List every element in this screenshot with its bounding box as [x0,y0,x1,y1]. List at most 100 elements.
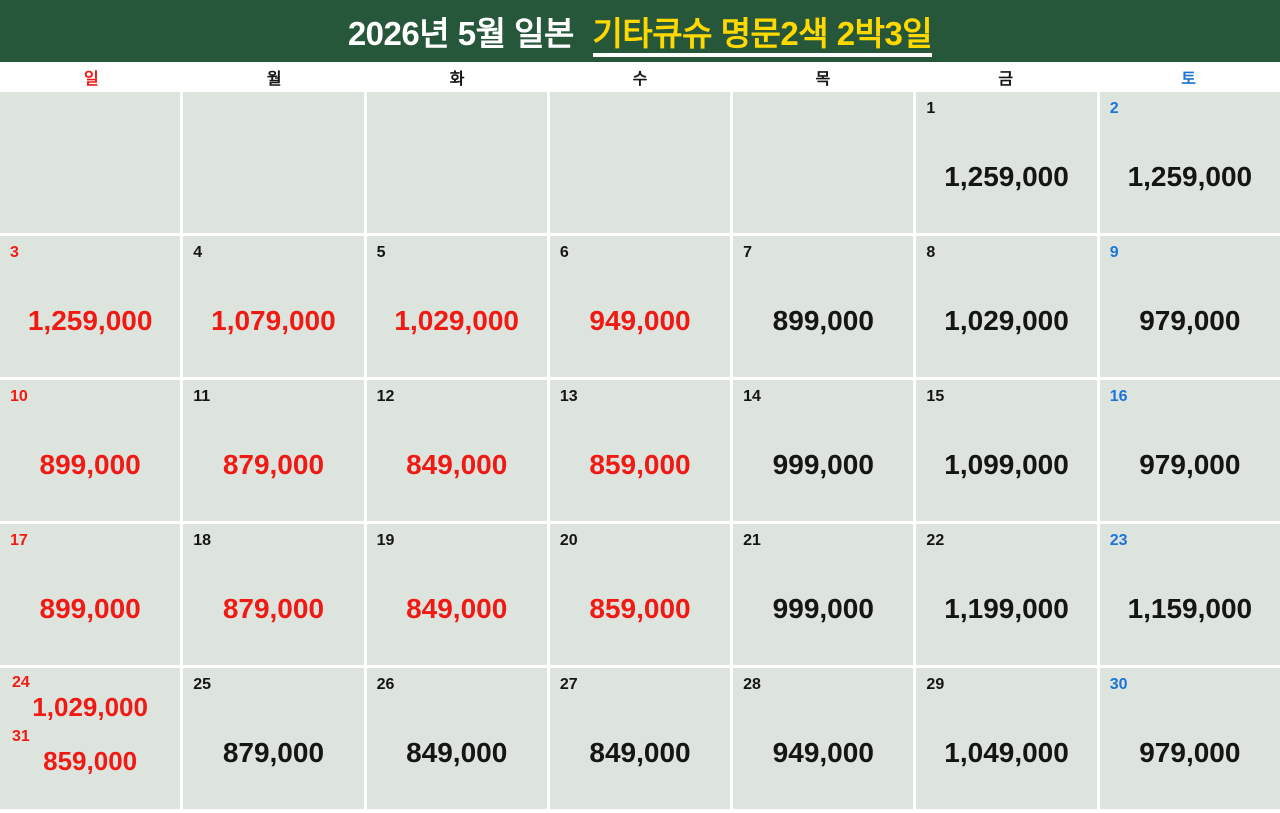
price-value: 1,199,000 [944,592,1069,624]
price-value: 859,000 [589,448,691,480]
price-value: 949,000 [589,304,691,336]
day-number: 4 [193,244,203,261]
day-number: 18 [193,532,212,549]
price-value: 849,000 [589,736,691,768]
price-value: 899,000 [772,304,874,336]
day-number: 27 [559,676,578,693]
price-value: 979,000 [1139,448,1241,480]
calendar-cell: 27 849,000 [549,668,731,809]
day-number: 26 [376,676,395,693]
price-value: 849,000 [406,448,508,480]
calendar-cell-empty [366,92,547,233]
calendar-cell: 26 849,000 [366,668,547,809]
calendar-cell: 11 879,000 [183,380,364,521]
day-number: 8 [926,244,936,261]
title-bar: 2026년 5월 일본 기타큐슈 명문2색 2박3일 [0,0,1280,62]
calendar-cell: 20 859,000 [549,524,731,665]
price-value: 879,000 [222,448,325,480]
calendar-cell: 21 999,000 [733,524,914,665]
day-number: 23 [1109,532,1128,549]
price-value: 1,159,000 [1127,592,1253,624]
price-value: 1,099,000 [944,448,1069,480]
price-value: 1,049,000 [944,736,1069,768]
price-value: 999,000 [772,448,874,480]
day-number: 15 [926,388,945,405]
day-number: 1 [926,100,936,117]
calendar-cell: 8 1,029,000 [916,236,1097,377]
price-value: 949,000 [772,736,874,768]
price-value: 899,000 [39,592,141,624]
calendar-cell: 14 999,000 [733,380,914,521]
price-value: 999,000 [772,592,874,624]
calendar-cell: 16 979,000 [1099,380,1280,521]
day-number: 7 [743,244,753,261]
price-value: 1,029,000 [944,304,1069,336]
calendar-cell: 10 899,000 [0,380,181,521]
calendar-cell: 4 1,079,000 [183,236,364,377]
day-number: 5 [376,244,386,261]
day-number: 19 [376,532,395,549]
calendar-cell: 28 949,000 [733,668,914,809]
price-value: 1,079,000 [211,304,336,336]
calendar-cell: 25 879,000 [183,668,364,809]
weekday-monday: 월 [266,71,282,88]
price-value: 1,029,000 [394,304,519,336]
day-number: 22 [926,532,945,549]
price-value: 849,000 [406,592,508,624]
price-value: 1,259,000 [27,304,153,336]
day-number: 12 [376,388,395,405]
day-number: 29 [926,676,945,693]
calendar-cell-empty [549,92,731,233]
weekday-tuesday: 화 [449,71,465,88]
calendar-cell: 24 1,029,000 31 859,000 [0,668,181,809]
calendar-cell: 1 1,259,000 [916,92,1097,233]
price-value: 879,000 [222,592,325,624]
day-number: 31 [12,728,30,746]
weekday-sunday: 일 [84,71,99,88]
calendar-cell: 19 849,000 [366,524,547,665]
calendar-cell: 15 1,099,000 [916,380,1097,521]
price-value: 899,000 [39,448,141,480]
calendar-cell: 30 979,000 [1099,668,1280,809]
title-month-label: 2026년 5월 일본 [347,15,575,52]
calendar-cell: 13 859,000 [549,380,731,521]
day-number: 24 [12,674,30,691]
weekday-friday: 금 [998,71,1014,88]
calendar-cell: 2 1,259,000 [1099,92,1280,233]
day-number: 3 [10,244,19,261]
price-value: 859,000 [43,746,138,777]
price-value: 979,000 [1139,304,1241,336]
day-number: 2 [1109,100,1119,117]
price-value: 859,000 [589,592,691,624]
price-value: 879,000 [222,736,325,768]
day-number: 9 [1109,244,1119,261]
price-value: 1,259,000 [1127,160,1253,192]
day-number: 25 [193,676,212,693]
calendar-cell: 29 1,049,000 [916,668,1097,809]
day-number: 17 [10,532,28,549]
day-number: 6 [559,244,569,261]
price-value: 1,029,000 [32,691,148,722]
calendar-cell: 22 1,199,000 [916,524,1097,665]
day-number: 14 [743,388,761,405]
day-number: 11 [193,388,211,405]
weekday-thursday: 목 [815,71,831,88]
title-product-label: 기타큐슈 명문2색 2박3일 [592,15,933,57]
calendar-cell-empty [733,92,914,233]
calendar-cell: 17 899,000 [0,524,181,665]
calendar-cell: 5 1,029,000 [366,236,547,377]
day-number: 10 [10,388,28,405]
calendar-cell-empty [183,92,364,233]
day-number: 13 [559,388,578,405]
weekday-header-row: 일 월 화 수 목 금 토 [0,62,1280,92]
calendar-grid: 1 1,259,000 2 1,259,000 3 1,259,000 4 1,079,000… [0,92,1280,813]
weekday-wednesday: 수 [632,71,648,88]
price-value: 1,259,000 [944,160,1069,192]
page-title: 2026년 5월 일본 기타큐슈 명문2색 2박3일 [347,7,933,57]
day-number: 30 [1109,676,1128,693]
day-number: 16 [1109,388,1128,405]
day-number: 20 [559,532,578,549]
day-number: 28 [743,676,761,693]
calendar-cell: 12 849,000 [366,380,547,521]
